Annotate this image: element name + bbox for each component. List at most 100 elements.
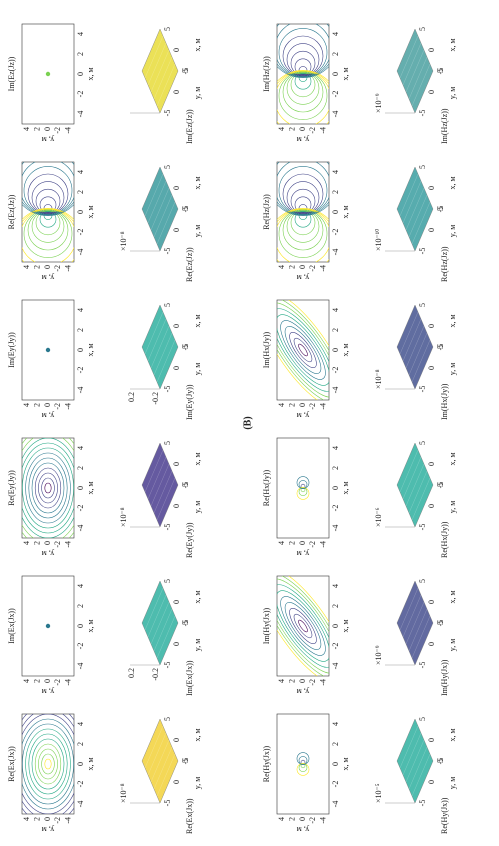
- x-tick-label: 0: [331, 348, 340, 352]
- x-axis-label: x, м: [341, 343, 350, 356]
- x-tick-label: -4: [76, 111, 85, 118]
- y-tick-label: 4: [22, 403, 31, 407]
- surface-x-label: x, м: [448, 728, 457, 741]
- surface-y-tick: 5: [181, 345, 190, 349]
- surface: [141, 304, 179, 390]
- surface-x-label: x, м: [448, 452, 457, 465]
- z-scale: ×10⁻⁸: [374, 369, 383, 389]
- x-tick-label: -2: [331, 367, 340, 374]
- surface-y-tick: -5: [418, 524, 427, 531]
- y-tick-label: 4: [277, 817, 286, 821]
- surface-mesh: [405, 49, 425, 93]
- y-tick-label: 2: [32, 265, 41, 269]
- surface-mesh: [402, 318, 422, 362]
- surface-mesh: [399, 173, 419, 217]
- x-tick-label: 2: [76, 190, 85, 194]
- surface-y-label: y, м: [448, 777, 457, 790]
- contour-line: [277, 208, 329, 262]
- surface-mesh: [411, 753, 431, 797]
- contour-line: [27, 173, 69, 215]
- surface-y-tick: 0: [172, 228, 181, 232]
- surface-mesh: [408, 608, 428, 652]
- x-tick-label: 4: [331, 446, 340, 450]
- x-tick-label: 0: [331, 72, 340, 76]
- contour-line: [31, 210, 65, 243]
- surface-mesh: [411, 615, 431, 659]
- z-scale: ×10⁻⁹: [374, 93, 383, 113]
- surface-y-tick: 5: [181, 207, 190, 211]
- surface-y-tick: 5: [436, 759, 445, 763]
- surface-mesh: [411, 339, 431, 383]
- surface: [396, 718, 434, 804]
- x-tick-label: 2: [76, 604, 85, 608]
- surface-x-tick: -5: [436, 758, 445, 765]
- z-scale: ×10⁻⁵: [374, 783, 383, 803]
- y-tick-label: -2: [53, 679, 62, 686]
- contour-line: [277, 162, 329, 216]
- x-tick-label: 4: [76, 584, 85, 588]
- y-tick-label: 2: [32, 541, 41, 545]
- x-tick-label: -2: [76, 91, 85, 98]
- surface-y-label: y, м: [448, 363, 457, 376]
- x-tick-label: -2: [76, 367, 85, 374]
- x-tick-label: -4: [331, 111, 340, 118]
- contour-line: [22, 162, 74, 216]
- contour-title: Re(Hy(Jx)): [262, 745, 271, 782]
- y-tick-label: 4: [277, 127, 286, 131]
- surface-y-tick: -5: [163, 248, 172, 255]
- contour-line: [44, 482, 52, 494]
- surface-x-tick: 0: [172, 186, 181, 190]
- x-axis-label: x, м: [341, 757, 350, 770]
- contour-line: [22, 723, 74, 805]
- surface: [141, 718, 179, 804]
- contour-line: [278, 71, 328, 120]
- contour-line: [34, 743, 62, 785]
- contour-line: [290, 72, 316, 98]
- contours: [22, 438, 74, 538]
- surface-mesh: [399, 587, 419, 631]
- surface-mesh: [156, 201, 176, 245]
- surface-y-tick: 5: [436, 345, 445, 349]
- contour-line: [35, 210, 61, 236]
- y-axis-label: y, м: [297, 273, 310, 282]
- contour-title: Im(Ez(Jz)): [7, 56, 16, 91]
- surface: [141, 166, 179, 252]
- contour-line: [282, 209, 324, 251]
- y-tick-label: 0: [43, 679, 52, 683]
- contours: [277, 576, 329, 676]
- x-tick-label: 0: [331, 486, 340, 490]
- y-tick-label: -4: [64, 679, 73, 686]
- contour-line: [44, 758, 52, 770]
- x-tick-label: 0: [76, 762, 85, 766]
- surface-mesh: [147, 318, 167, 362]
- contour-line: [277, 208, 329, 262]
- y-tick-label: 4: [277, 403, 286, 407]
- surface-mesh: [153, 608, 173, 652]
- y-tick-label: -2: [308, 265, 317, 272]
- y-tick-label: -2: [308, 817, 317, 824]
- surface-y-tick: 5: [436, 69, 445, 73]
- x-tick-label: 2: [76, 328, 85, 332]
- contour-line: [22, 447, 74, 529]
- surface-y-tick: -5: [418, 800, 427, 807]
- surface-mesh: [156, 339, 176, 383]
- y-tick-label: 0: [43, 403, 52, 407]
- contours: [45, 623, 51, 629]
- surface-mesh: [408, 332, 428, 376]
- x-axis-label: x, м: [86, 619, 95, 632]
- x-tick-label: -2: [331, 781, 340, 788]
- x-tick-label: 0: [76, 486, 85, 490]
- y-tick-label: -4: [64, 127, 73, 134]
- surface-y-label: y, м: [448, 639, 457, 652]
- x-tick-label: -4: [76, 387, 85, 394]
- surface-y-tick: 5: [436, 483, 445, 487]
- x-axis-label: x, м: [86, 67, 95, 80]
- contour-line: [290, 50, 316, 76]
- y-tick-label: -2: [308, 541, 317, 548]
- surface-x-tick: 0: [427, 324, 436, 328]
- surface-y-tick: -5: [418, 662, 427, 669]
